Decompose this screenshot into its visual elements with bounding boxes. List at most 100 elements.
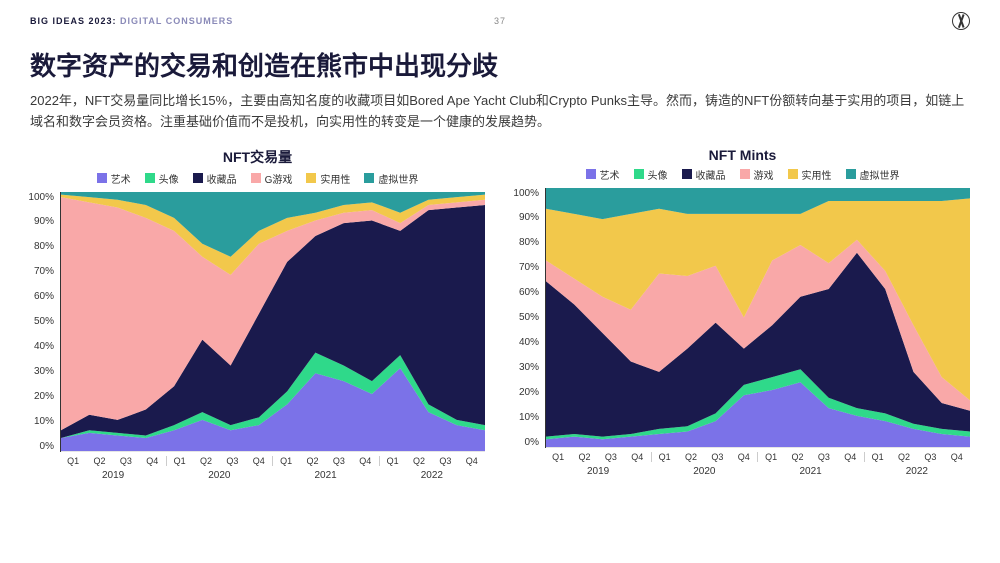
y-tick-label: 50%: [519, 312, 539, 323]
legend-item-metaverse: 虚拟世界: [846, 167, 900, 182]
x-quarter-label: Q4: [359, 456, 371, 466]
x-year-label: 2022: [864, 466, 970, 477]
legend-item-collectible: 收藏品: [193, 171, 237, 186]
legend-label: 游戏: [754, 167, 774, 182]
y-tick-label: 30%: [34, 366, 54, 377]
chart-left: NFT交易量 艺术头像收藏品G游戏实用性虚拟世界 100%90%80%70%60…: [30, 147, 485, 481]
legend-label: 虚拟世界: [378, 171, 418, 186]
y-tick-label: 0%: [525, 437, 539, 448]
x-quarter-label: Q2: [94, 456, 106, 466]
x-quarter-label: Q3: [711, 452, 723, 462]
legend-label: 头像: [159, 171, 179, 186]
x-year-label: 2020: [651, 466, 757, 477]
legend-swatch: [251, 173, 261, 183]
chart-right: NFT Mints 艺术头像收藏品游戏实用性虚拟世界 100%90%80%70%…: [515, 147, 970, 481]
x-quarter-label: Q3: [605, 452, 617, 462]
legend-item-avatar: 头像: [145, 171, 179, 186]
x-quarter-label: Q4: [631, 452, 643, 462]
chart-left-y-axis: 100%90%80%70%60%50%40%30%20%10%0%: [30, 192, 60, 452]
legend-swatch: [740, 169, 750, 179]
stacked-area-svg: [546, 188, 970, 447]
x-year-label: 2019: [545, 466, 651, 477]
legend-swatch: [634, 169, 644, 179]
legend-swatch: [364, 173, 374, 183]
x-quarter-label: Q4: [951, 452, 963, 462]
chart-left-x-axis: Q1Q2Q3Q4Q1Q2Q3Q4Q1Q2Q3Q4Q1Q2Q3Q4 2019202…: [60, 452, 485, 481]
legend-swatch: [682, 169, 692, 179]
x-quarter-label: Q3: [439, 456, 451, 466]
legend-label: 收藏品: [696, 167, 726, 182]
legend-item-art: 艺术: [97, 171, 131, 186]
x-quarter-label: Q3: [226, 456, 238, 466]
y-tick-label: 10%: [519, 412, 539, 423]
x-quarter-label: Q3: [924, 452, 936, 462]
legend-swatch: [193, 173, 203, 183]
y-tick-label: 40%: [519, 337, 539, 348]
y-tick-label: 80%: [519, 237, 539, 248]
legend-label: G游戏: [265, 171, 293, 186]
legend-label: 艺术: [600, 167, 620, 182]
page-header: BIG IDEAS 2023: DIGITAL CONSUMERS 37: [0, 0, 1000, 36]
page-number: 37: [494, 16, 506, 26]
y-tick-label: 100%: [513, 188, 539, 199]
legend-label: 虚拟世界: [860, 167, 900, 182]
legend-item-avatar: 头像: [634, 167, 668, 182]
x-quarter-label: Q2: [685, 452, 697, 462]
brand-logo-icon: [952, 12, 970, 30]
legend-label: 实用性: [802, 167, 832, 182]
x-quarter-label: Q4: [253, 456, 265, 466]
chart-left-plot-area: [60, 192, 485, 452]
chart-right-x-axis: Q1Q2Q3Q4Q1Q2Q3Q4Q1Q2Q3Q4Q1Q2Q3Q4 2019202…: [545, 448, 970, 477]
y-tick-label: 50%: [34, 316, 54, 327]
y-tick-label: 90%: [34, 216, 54, 227]
legend-label: 头像: [648, 167, 668, 182]
legend-item-game: G游戏: [251, 171, 293, 186]
charts-container: NFT交易量 艺术头像收藏品G游戏实用性虚拟世界 100%90%80%70%60…: [0, 147, 1000, 481]
legend-swatch: [306, 173, 316, 183]
legend-swatch: [145, 173, 155, 183]
chart-right-plot: 100%90%80%70%60%50%40%30%20%10%0%: [515, 188, 970, 448]
x-quarter-label: Q2: [200, 456, 212, 466]
chart-left-legend: 艺术 头像收藏品 G游戏实用性 虚拟世界: [30, 171, 485, 186]
chart-right-y-axis: 100%90%80%70%60%50%40%30%20%10%0%: [515, 188, 545, 448]
x-quarter-label: Q4: [466, 456, 478, 466]
y-tick-label: 70%: [34, 266, 54, 277]
x-quarter-label: Q1: [387, 456, 399, 466]
legend-item-game: 游戏: [740, 167, 774, 182]
y-tick-label: 0%: [40, 441, 54, 452]
legend-item-utility: 实用性: [788, 167, 832, 182]
x-quarter-label: Q1: [552, 452, 564, 462]
x-quarter-label: Q1: [174, 456, 186, 466]
y-tick-label: 20%: [34, 391, 54, 402]
x-quarter-label: Q4: [844, 452, 856, 462]
legend-item-art: 艺术: [586, 167, 620, 182]
x-year-label: 2022: [379, 470, 485, 481]
y-tick-label: 80%: [34, 241, 54, 252]
legend-swatch: [846, 169, 856, 179]
x-year-label: 2019: [60, 470, 166, 481]
page-subtitle: 2022年，NFT交易量同比增长15%，主要由高知名度的收藏项目如Bored A…: [0, 91, 1000, 147]
legend-label: 艺术: [111, 171, 131, 186]
x-quarter-label: Q1: [67, 456, 79, 466]
page-title: 数字资产的交易和创造在熊市中出现分歧: [0, 36, 1000, 91]
x-quarter-label: Q4: [146, 456, 158, 466]
legend-item-collectible: 收藏品: [682, 167, 726, 182]
x-quarter-label: Q3: [120, 456, 132, 466]
section-text: DIGITAL CONSUMERS: [120, 16, 233, 26]
x-quarter-label: Q2: [579, 452, 591, 462]
legend-swatch: [97, 173, 107, 183]
brand-text: BIG IDEAS 2023: [30, 16, 113, 26]
x-quarter-label: Q1: [280, 456, 292, 466]
chart-right-title: NFT Mints: [515, 147, 970, 163]
y-tick-label: 20%: [519, 387, 539, 398]
stacked-area-svg: [61, 192, 485, 451]
y-tick-label: 70%: [519, 262, 539, 273]
y-tick-label: 10%: [34, 416, 54, 427]
x-quarter-label: Q3: [333, 456, 345, 466]
legend-item-utility: 实用性: [306, 171, 350, 186]
chart-left-plot: 100%90%80%70%60%50%40%30%20%10%0%: [30, 192, 485, 452]
x-quarter-label: Q2: [792, 452, 804, 462]
legend-swatch: [586, 169, 596, 179]
x-quarter-label: Q2: [307, 456, 319, 466]
x-quarter-label: Q2: [898, 452, 910, 462]
